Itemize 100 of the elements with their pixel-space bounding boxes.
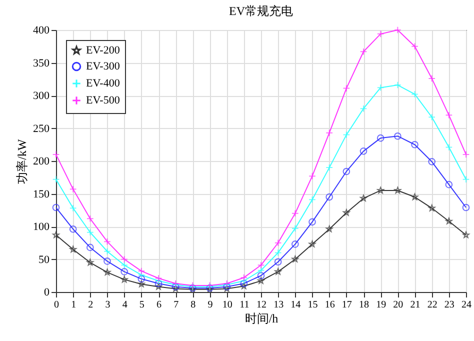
y-tick-label: 200: [33, 156, 50, 168]
x-tick-label: 15: [308, 300, 318, 310]
point: [376, 30, 384, 38]
point: [292, 256, 299, 262]
y-axis-title: 功率/kW: [15, 138, 29, 184]
point: [154, 274, 162, 282]
point: [86, 244, 94, 252]
point: [138, 271, 146, 279]
x-tick-label: 13: [274, 300, 284, 310]
x-tick-label: 12: [256, 300, 266, 310]
point: [86, 228, 94, 236]
point: [376, 134, 384, 142]
x-tick-label: 5: [139, 300, 144, 310]
point: [292, 224, 299, 232]
point: [326, 193, 333, 201]
y-tick-label: 100: [33, 221, 50, 233]
point: [342, 168, 350, 176]
x-tick-label: 16: [324, 300, 335, 310]
point: [104, 238, 111, 246]
point: [394, 81, 402, 89]
point: [52, 204, 60, 212]
point: [292, 240, 299, 248]
point: [394, 186, 402, 194]
x-tick-label: 1: [71, 300, 76, 310]
y-tick-label: 50: [38, 254, 50, 266]
point: [257, 261, 265, 269]
point: [240, 274, 248, 282]
x-tick-label: 3: [105, 300, 110, 310]
x-tick-label: 22: [427, 300, 438, 310]
y-tick-label: 250: [33, 122, 50, 135]
point: [342, 209, 350, 216]
point: [462, 176, 470, 183]
x-tick-label: 6: [156, 300, 162, 310]
legend-label: EV-400: [86, 78, 120, 90]
point: [154, 283, 162, 290]
point: [274, 258, 282, 266]
point: [308, 172, 316, 180]
point: [69, 204, 77, 212]
point: [274, 268, 282, 275]
point: [138, 280, 145, 288]
point: [274, 239, 282, 247]
point: [257, 266, 265, 274]
x-tick-label: 0: [54, 300, 59, 310]
point: [240, 282, 248, 290]
x-tick-label: 7: [174, 300, 179, 310]
point: [360, 104, 368, 112]
point: [428, 113, 436, 121]
point: [445, 111, 453, 119]
point: [394, 26, 402, 34]
point: [428, 158, 436, 166]
point: [445, 144, 453, 151]
point: [52, 231, 60, 238]
point: [240, 280, 248, 288]
point: [104, 258, 111, 265]
point: [360, 194, 368, 202]
point: [411, 90, 418, 98]
x-tick-label: 9: [208, 300, 213, 310]
y-tick-label: 350: [33, 57, 50, 70]
point: [462, 150, 470, 158]
point: [274, 249, 282, 256]
x-tick-label: 23: [444, 300, 454, 310]
point: [342, 131, 350, 138]
point: [52, 150, 60, 158]
point: [86, 258, 94, 266]
point: [411, 140, 418, 148]
point: [326, 164, 333, 172]
y-tick-label: 0: [44, 286, 50, 298]
point: [308, 218, 316, 226]
point: [292, 210, 299, 218]
point: [394, 132, 402, 140]
point: [308, 240, 316, 248]
x-tick-label: 14: [290, 300, 301, 310]
x-tick-label: 10: [222, 300, 232, 310]
x-tick-label: 18: [359, 300, 369, 310]
x-tick-label: 2: [88, 300, 94, 310]
point: [70, 246, 77, 252]
legend-label: EV-200: [86, 44, 120, 56]
point: [445, 180, 453, 188]
x-tick-label: 17: [342, 300, 352, 310]
point: [257, 272, 265, 280]
point: [377, 186, 384, 194]
point: [120, 261, 128, 269]
point: [69, 186, 77, 193]
y-tick-label: 150: [33, 188, 50, 200]
x-axis-title: 时间/h: [244, 312, 278, 326]
x-tick-label: 4: [122, 300, 128, 310]
point: [326, 129, 333, 136]
legend-label: EV-500: [86, 94, 120, 106]
point: [104, 268, 111, 276]
point: [342, 84, 350, 92]
point: [138, 275, 146, 283]
point: [138, 267, 146, 275]
point: [257, 277, 265, 284]
point: [120, 256, 128, 263]
point: [326, 225, 333, 232]
point: [411, 193, 418, 200]
point: [445, 218, 452, 224]
x-tick-label: 19: [376, 300, 386, 310]
y-tick-label: 300: [33, 90, 50, 102]
point: [462, 204, 470, 212]
